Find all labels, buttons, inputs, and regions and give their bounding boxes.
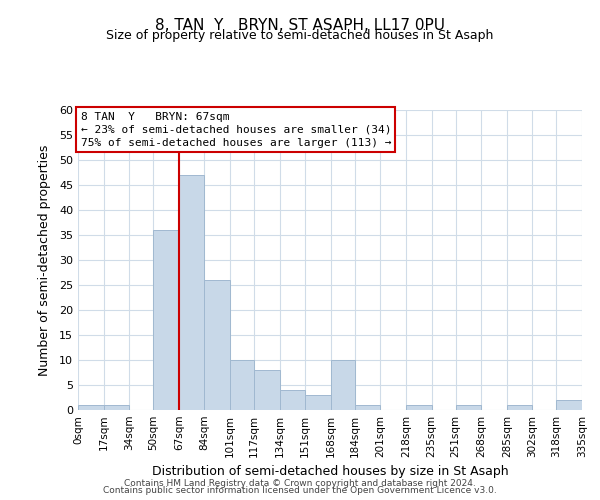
Bar: [305, 395, 331, 410]
Text: Size of property relative to semi-detached houses in St Asaph: Size of property relative to semi-detach…: [106, 29, 494, 42]
Bar: [179, 175, 205, 410]
Text: Contains public sector information licensed under the Open Government Licence v3: Contains public sector information licen…: [103, 486, 497, 495]
Bar: [507, 405, 532, 410]
Bar: [104, 405, 129, 410]
Y-axis label: Number of semi-detached properties: Number of semi-detached properties: [38, 144, 50, 376]
Bar: [254, 370, 280, 410]
Bar: [556, 400, 582, 410]
Text: Contains HM Land Registry data © Crown copyright and database right 2024.: Contains HM Land Registry data © Crown c…: [124, 478, 476, 488]
X-axis label: Distribution of semi-detached houses by size in St Asaph: Distribution of semi-detached houses by …: [152, 466, 508, 478]
Bar: [455, 405, 481, 410]
Bar: [331, 360, 355, 410]
Bar: [78, 405, 104, 410]
Bar: [406, 405, 431, 410]
Text: 8, TAN  Y   BRYN, ST ASAPH, LL17 0PU: 8, TAN Y BRYN, ST ASAPH, LL17 0PU: [155, 18, 445, 32]
Bar: [205, 280, 230, 410]
Bar: [280, 390, 305, 410]
Bar: [230, 360, 254, 410]
Bar: [355, 405, 380, 410]
Bar: [153, 230, 179, 410]
Text: 8 TAN  Y   BRYN: 67sqm
← 23% of semi-detached houses are smaller (34)
75% of sem: 8 TAN Y BRYN: 67sqm ← 23% of semi-detach…: [80, 112, 391, 148]
